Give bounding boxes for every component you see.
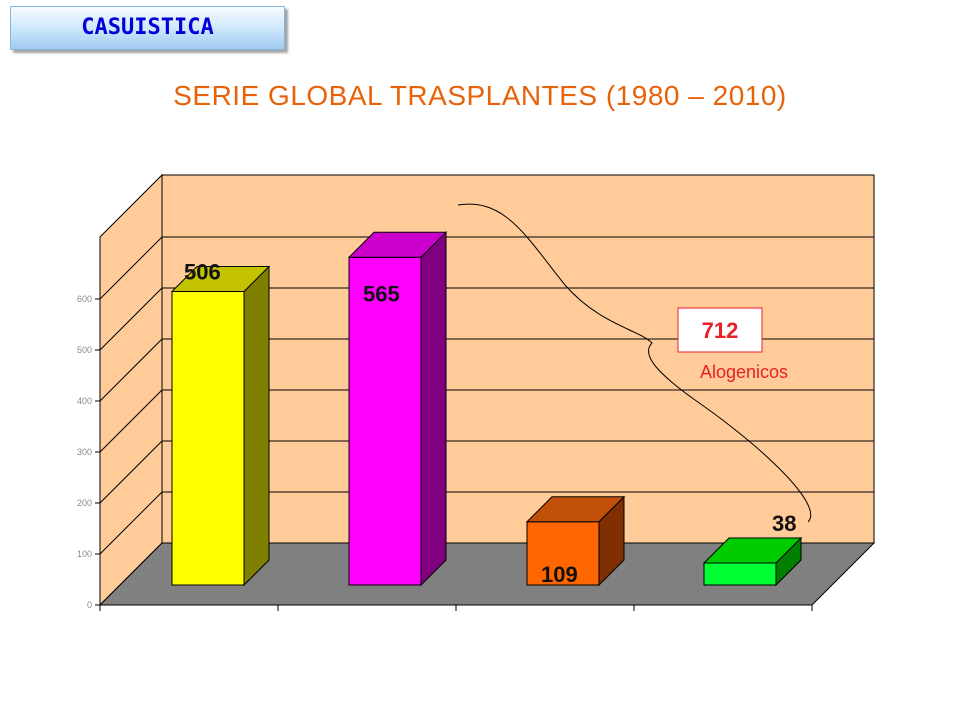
annotation-text: Alogenicos — [700, 362, 788, 382]
chart-axes: 0 100 200 300 400 500 600 — [77, 237, 813, 611]
bar-value-label: 38 — [772, 511, 796, 536]
section-badge: CASUISTICA — [10, 6, 285, 50]
bar — [170, 265, 271, 587]
gridline-side — [99, 389, 163, 453]
bar-front — [348, 256, 422, 586]
bar-side — [243, 265, 270, 587]
y-tick-label: 300 — [77, 447, 92, 457]
allogeneic-bracket — [457, 203, 812, 523]
bar-value-label: 506 — [184, 260, 221, 285]
gridline-side — [99, 491, 163, 555]
back-wall — [161, 174, 875, 544]
bar-value-label: 109 — [541, 562, 578, 587]
gridline-side — [99, 338, 163, 402]
bar — [702, 536, 803, 587]
gridline-side — [99, 287, 163, 351]
bar-top — [347, 231, 448, 258]
bar-top — [170, 266, 271, 293]
bar-value-label: 565 — [363, 281, 400, 306]
bar — [347, 231, 448, 587]
bar-front — [171, 291, 245, 586]
bar-front — [703, 562, 777, 586]
chart-annotation: 712 Alogenicos — [457, 203, 812, 523]
bar-top — [525, 496, 626, 523]
bar-side — [420, 231, 447, 587]
bar — [525, 495, 626, 587]
gridline-side — [99, 236, 163, 300]
bar-top — [702, 537, 803, 564]
y-tick-label: 500 — [77, 345, 92, 355]
chart-value-labels: 506 565 109 38 — [184, 260, 796, 587]
annotation-value: 712 — [702, 318, 739, 343]
y-tick-label: 400 — [77, 396, 92, 406]
y-tick-label: 600 — [77, 294, 92, 304]
chart-title: SERIE GLOBAL TRASPLANTES (1980 – 2010) — [173, 80, 787, 111]
y-tick-label: 200 — [77, 498, 92, 508]
chart-bars — [170, 231, 803, 587]
side-wall — [99, 173, 163, 607]
y-tick-label: 100 — [77, 549, 92, 559]
annotation-box — [677, 307, 763, 353]
chart-gridlines — [99, 236, 874, 555]
y-tick-label: 0 — [87, 600, 92, 610]
bar-front — [526, 521, 600, 586]
gridline-side — [99, 440, 163, 504]
chart-back-wall — [99, 173, 875, 607]
